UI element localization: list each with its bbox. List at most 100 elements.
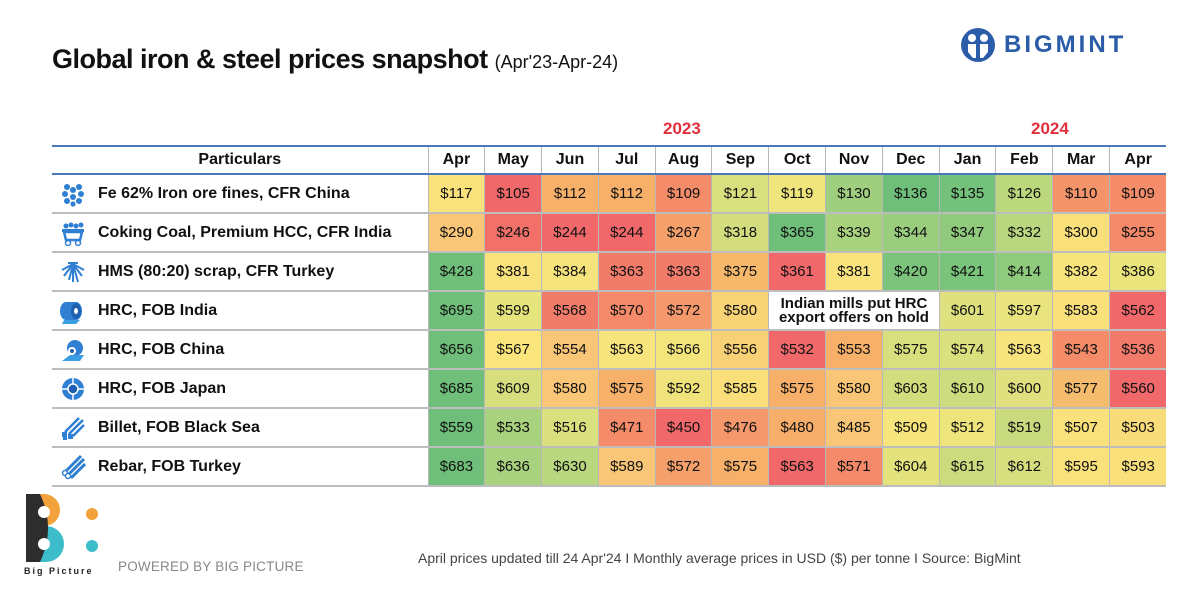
price-cell: $361 [768,252,826,292]
price-cell: $599 [484,291,542,331]
price-cell: $428 [427,252,485,292]
price-cell: $567 [484,330,542,370]
price-cell: $589 [597,447,656,487]
price-cell: $290 [427,213,485,253]
price-cell: $384 [541,252,599,292]
price-cell: $519 [995,408,1053,448]
price-cell: $603 [881,369,940,409]
price-cell: $381 [484,252,542,292]
price-cell: $450 [654,408,712,448]
row-label-text: HRC, FOB China [98,340,225,358]
title-date-range: (Apr'23-Apr-24) [494,52,619,72]
price-cell: $566 [654,330,712,370]
source-footnote: April prices updated till 24 Apr'24 I Mo… [418,550,1021,566]
price-cell: $683 [427,447,485,487]
price-cell: $572 [654,291,712,331]
row-label-text: Coking Coal, Premium HCC, CFR India [98,223,392,241]
column-header-month: Sep [711,145,769,175]
hrc-coil-icon [60,301,82,324]
price-cell: $609 [484,369,542,409]
column-header-month: May [484,145,542,175]
row-label: HRC, FOB China [52,330,428,370]
row-label-text: HRC, FOB India [98,301,218,319]
row-label: HRC, FOB Japan [52,369,428,409]
table-row: Rebar, FOB Turkey $683 $636 $630 $589 $572 $57… [52,447,1167,487]
rebar-icon [61,454,86,479]
big-picture-logo: Big Picture [24,492,104,581]
price-cell: $512 [938,408,996,448]
row-label-text: HRC, FOB Japan [98,379,227,397]
price-cell: $386 [1109,252,1167,292]
column-header-month: Jun [541,145,599,175]
price-cell: $363 [654,252,712,292]
row-label: HRC, FOB India [52,291,428,331]
page-title: Global iron & steel prices snapshot (Apr… [52,44,618,75]
price-cell: $536 [1109,330,1167,370]
price-cell: $347 [938,213,996,253]
hrc-roll-icon [62,339,84,361]
price-cell: $509 [881,408,940,448]
price-cell: $615 [938,447,996,487]
price-cell: $583 [1052,291,1110,331]
price-cell: $117 [427,174,485,214]
table-row: HMS (80:20) scrap, CFR Turkey $428 $381 $38… [52,252,1167,292]
column-header-month: Jul [597,145,656,175]
price-cell: $563 [995,330,1053,370]
price-cell: $612 [995,447,1053,487]
row-label-text: HMS (80:20) scrap, CFR Turkey [98,262,335,280]
price-cell: $339 [825,213,883,253]
price-cell: $695 [427,291,485,331]
price-cell: $580 [711,291,769,331]
price-cell: $575 [597,369,656,409]
price-cell: $480 [768,408,826,448]
price-cell: $560 [1109,369,1167,409]
price-cell: $135 [938,174,996,214]
price-cell: $685 [427,369,485,409]
price-cell: $553 [825,330,883,370]
column-header-month: Mar [1052,145,1110,175]
price-cell: $420 [881,252,940,292]
column-header-month: Feb [995,145,1053,175]
price-cell: $562 [1109,291,1167,331]
price-cell: $575 [881,330,940,370]
table-row: HRC, FOB China $656 $567 $554 $563 $566 $556 $5… [52,330,1167,370]
price-cell: $121 [711,174,769,214]
price-cell: $112 [597,174,656,214]
price-cell: $344 [881,213,940,253]
annotation-note: Indian mills put HRC export offers on ho… [768,291,940,331]
billet-icon [62,416,85,440]
price-cell: $109 [654,174,712,214]
price-cell: $554 [541,330,599,370]
price-cell: $109 [1109,174,1167,214]
column-header-particulars: Particulars [52,145,428,175]
table-row: Fe 62% Iron ore fines, CFR China $117 $105… [52,174,1167,214]
price-cell: $471 [597,408,656,448]
price-cell: $126 [995,174,1053,214]
table-row: Coking Coal, Premium HCC, CFR India $290 $… [52,213,1167,253]
price-cell: $119 [768,174,826,214]
price-cell: $571 [825,447,883,487]
price-cell: $656 [427,330,485,370]
table-header-row: Particulars Apr May Jun Jul Aug Sep Oct Nov Dec J… [52,145,1167,175]
table-row: HRC, FOB India $695 $599 $568 $570 $572 $580 In… [52,291,1167,331]
price-cell: $610 [938,369,996,409]
hrc-disc-icon [62,377,84,400]
bigmint-logo-icon [961,28,995,62]
price-table: Particulars Apr May Jun Jul Aug Sep Oct Nov Dec J… [52,145,1167,487]
price-cell: $532 [768,330,826,370]
row-label: Billet, FOB Black Sea [52,408,428,448]
price-cell: $533 [484,408,542,448]
price-cell: $585 [711,369,769,409]
price-cell: $503 [1109,408,1167,448]
price-cell: $556 [711,330,769,370]
price-cell: $604 [881,447,940,487]
column-header-month: Jan [938,145,996,175]
price-cell: $563 [768,447,826,487]
price-cell: $414 [995,252,1053,292]
price-cell: $559 [427,408,485,448]
price-cell: $580 [825,369,883,409]
year-label-2024: 2024 [1031,119,1069,138]
price-cell: $381 [825,252,883,292]
price-cell: $630 [541,447,599,487]
price-cell: $593 [1109,447,1167,487]
